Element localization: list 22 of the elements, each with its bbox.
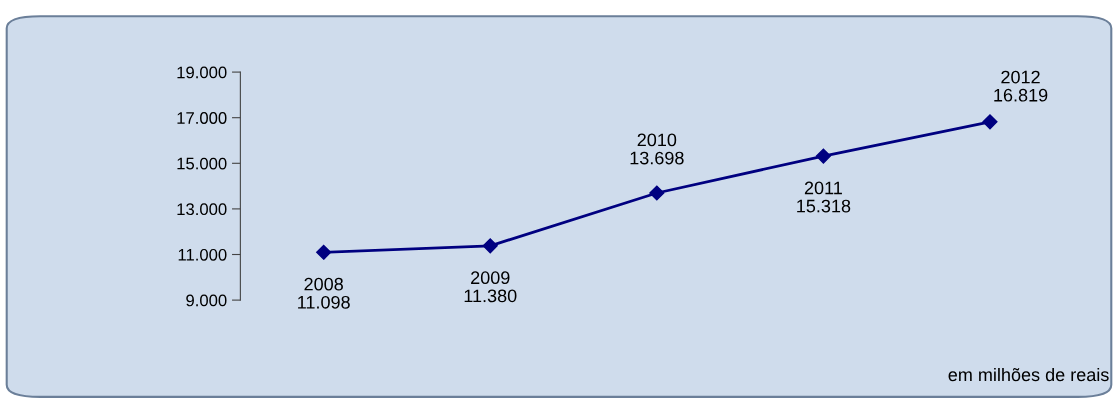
y-tick-label: 17.000 — [177, 112, 227, 124]
x-tick-label: 2010 — [637, 133, 677, 147]
y-tick-label: 11.000 — [178, 248, 227, 261]
data-label: 11.380 — [464, 289, 517, 303]
point — [982, 114, 998, 130]
y-tick-label: 15.000 — [177, 157, 227, 170]
point — [316, 244, 332, 260]
y-tick-label: 19.000 — [177, 66, 227, 79]
y-tick-label: 13.000 — [177, 203, 227, 216]
text: em milhões de reais — [948, 367, 1109, 382]
x-tick-label: 2012 — [1001, 70, 1040, 84]
x-tick-label: 2008 — [304, 277, 343, 291]
x-tick-label: 2009 — [471, 271, 510, 285]
point — [815, 148, 831, 164]
data-label: 11.098 — [298, 295, 350, 309]
data-label: 15.318 — [797, 199, 851, 213]
point — [649, 185, 665, 201]
data-label: 16.819 — [994, 88, 1048, 102]
point — [482, 238, 498, 254]
x-tick-label: 2011 — [804, 181, 842, 195]
y-tick-label: 9.000 — [186, 294, 227, 307]
data-label: 13.698 — [630, 151, 684, 165]
